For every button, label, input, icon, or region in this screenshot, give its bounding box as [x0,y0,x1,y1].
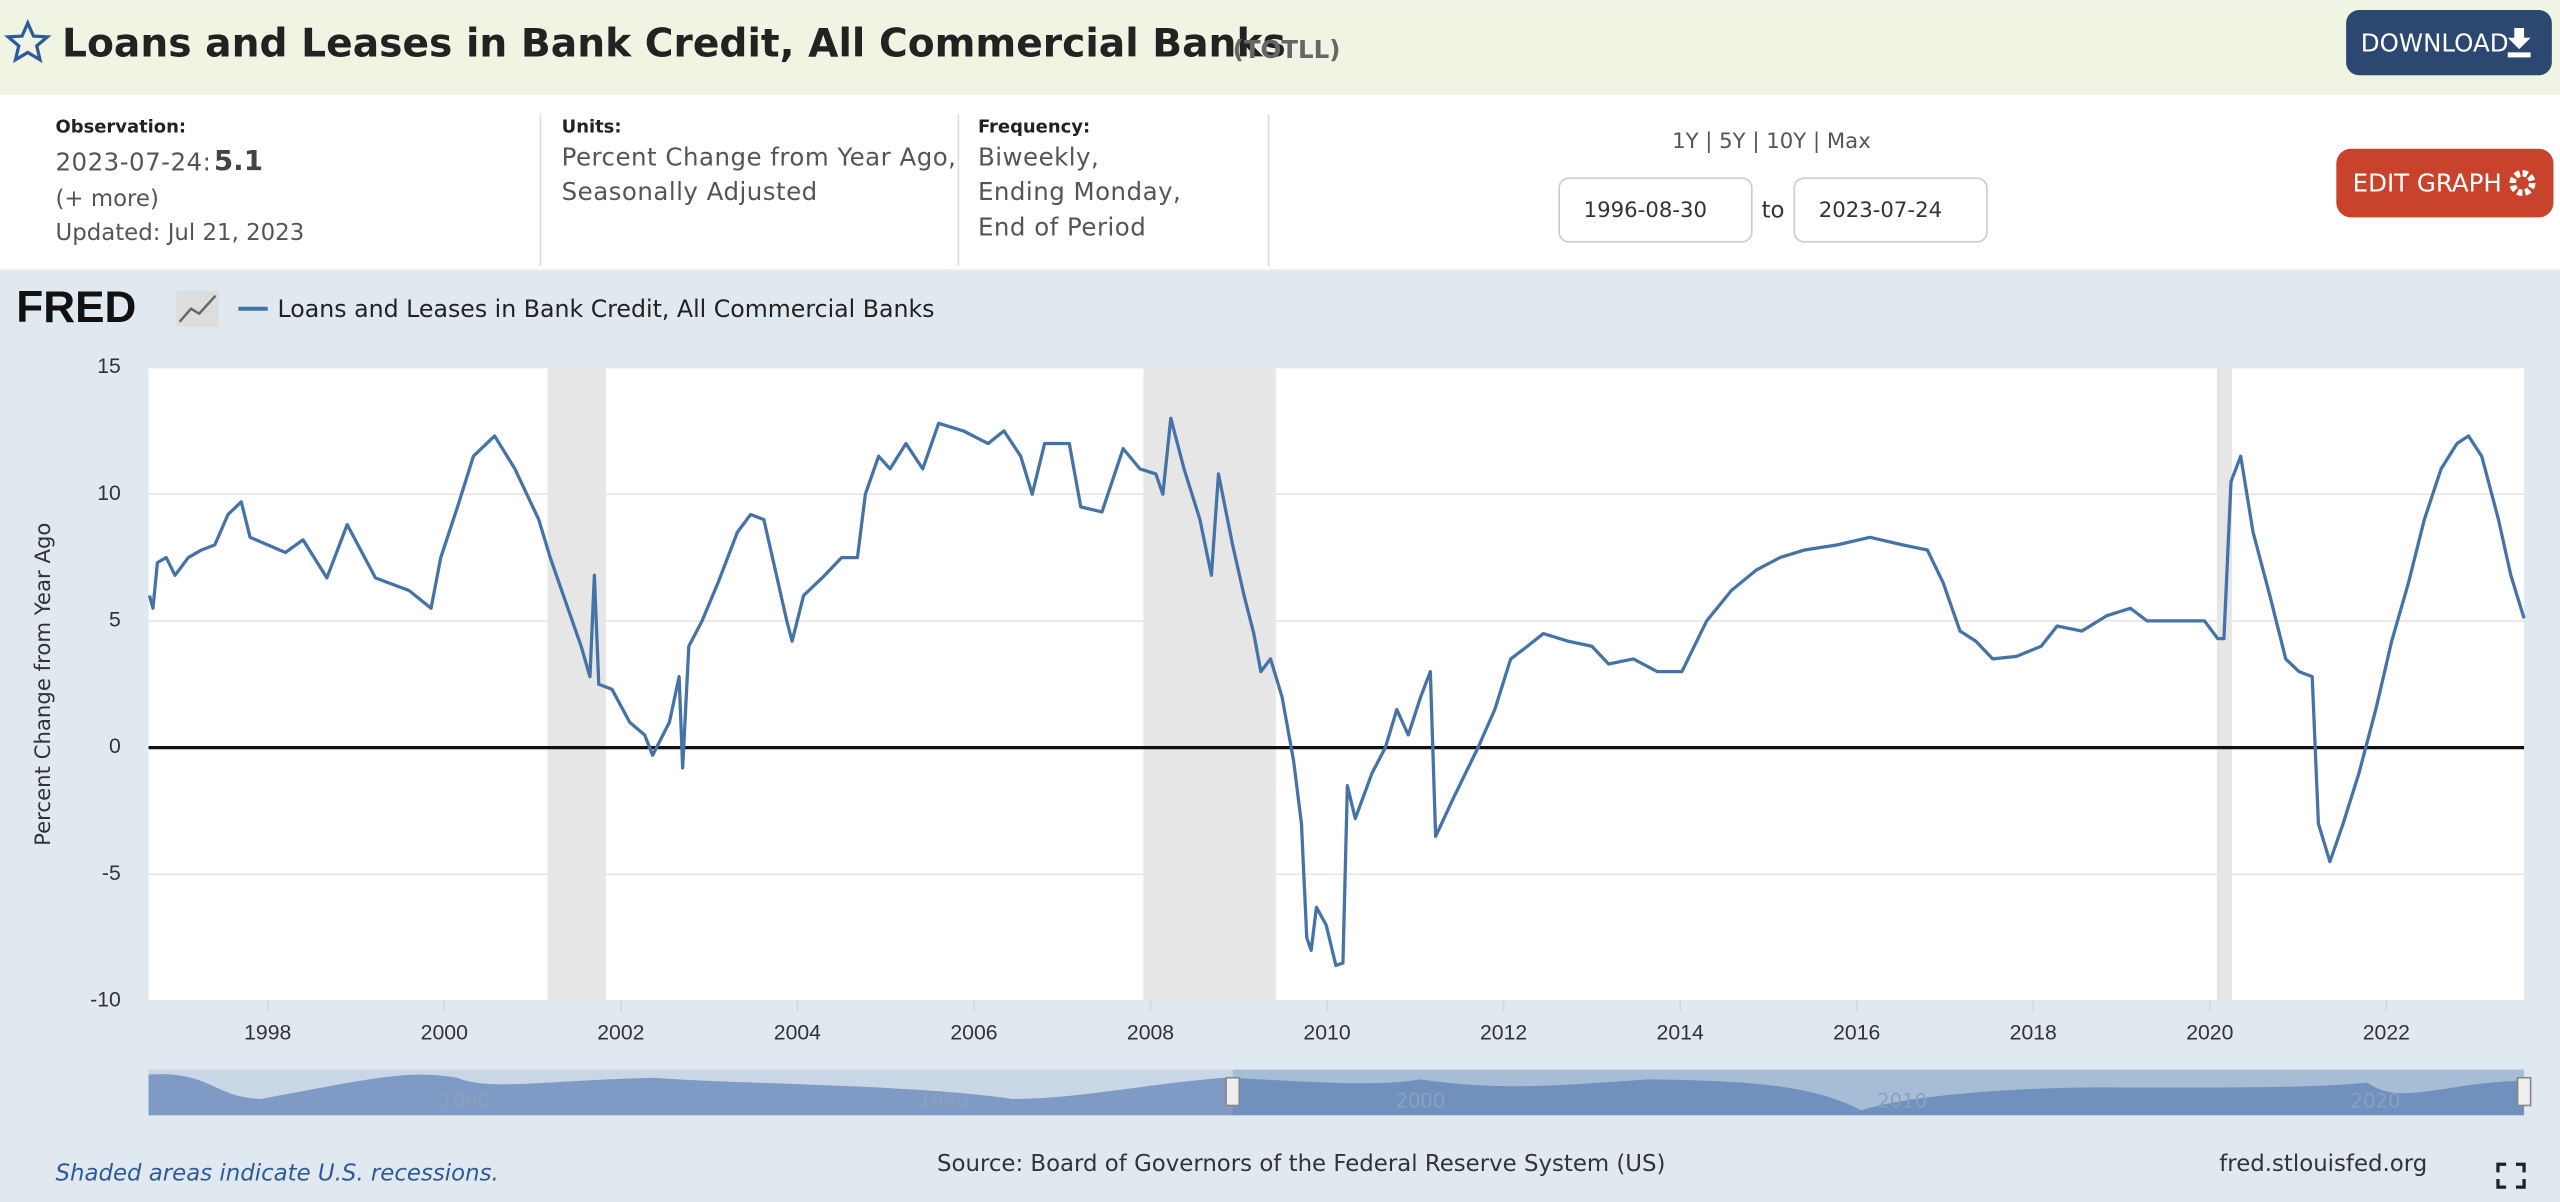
site: fred.stlouisfed.org [2219,1151,2427,1177]
series-id: (TOTLL) [1233,35,1341,64]
recession-band [2216,367,2232,1001]
range-to: to [1762,197,1785,223]
logo-graph [176,290,219,327]
edit-graph-bg [2336,148,2554,218]
recession-note: Shaded areas indicate U.S. recessions. [56,1161,499,1187]
navigator-label: 2000 [1395,1090,1445,1113]
end-date-input[interactable] [1793,177,1988,243]
x-tick-label: 2022 [2363,1021,2410,1044]
start-date-input[interactable] [1558,177,1753,243]
y-tick-label: 10 [97,482,121,505]
navigator-handle[interactable] [2516,1076,2532,1107]
navigator: 1980 1990 2000 2010 2020 [148,1069,2532,1116]
navigator-label: 1990 [919,1090,969,1113]
y-tick-label: -5 [102,862,121,885]
x-tick-label: 2000 [421,1021,468,1044]
info-bar [0,94,2560,270]
navigator-selection[interactable] [1232,1069,2525,1116]
x-tick-label: 2014 [1657,1021,1704,1044]
frequency-line: End of Period [978,213,1146,242]
frequency-line: Biweekly, [978,143,1099,172]
legend-label: Loans and Leases in Bank Credit, All Com… [278,295,935,323]
favorite-star[interactable] [3,18,52,64]
range-presets[interactable]: 1Y | 5Y | 10Y | Max [1672,129,1871,154]
x-tick-label: 2018 [2010,1021,2057,1044]
plot-area [148,367,2525,1001]
download-bg [2346,9,2552,76]
observation-label: Observation: [56,117,187,138]
download-label: DOWNLOAD [2361,28,2509,57]
x-tick-label: 2016 [1833,1021,1880,1044]
x-tick-label: 1998 [244,1021,291,1044]
header-bar [0,0,2560,95]
edit-graph-label: EDIT GRAPH [2353,169,2502,198]
download-button[interactable]: DOWNLOAD [2346,9,2552,76]
navigator-area [148,1074,2525,1116]
units-line: Seasonally Adjusted [562,177,818,206]
x-tick-label: 2020 [2186,1021,2233,1044]
y-tick-label: 15 [97,355,121,378]
navigator-handle[interactable] [1225,1076,1240,1107]
series-line [147,416,2526,968]
navigator-label: 2010 [1877,1090,1927,1113]
gear-icon [2509,169,2536,197]
x-tick-label: 2008 [1127,1021,1174,1044]
y-tick-label: 0 [109,735,121,758]
y-tick-label: 5 [109,609,121,632]
observation-date: 2023-07-24: [56,147,212,176]
frequency-label: Frequency: [978,117,1090,138]
source: Source: Board of Governors of the Federa… [937,1151,1665,1177]
frequency-line: Ending Monday, [978,177,1181,206]
start-date: 1996-08-30 [1584,198,1707,223]
x-tick-label: 2004 [774,1021,821,1044]
page-title: Loans and Leases in Bank Credit, All Com… [62,21,1286,66]
edit-graph-button[interactable]: EDIT GRAPH [2336,148,2554,218]
recession-band [1143,367,1276,1001]
units-line: Percent Change from Year Ago, [562,143,957,172]
units-label: Units: [562,117,622,138]
recession-band [547,367,606,1001]
x-tick-label: 2010 [1303,1021,1350,1044]
y-axis-label: Percent Change from Year Ago [31,523,56,846]
x-tick-label: 2012 [1480,1021,1527,1044]
end-date: 2023-07-24 [1819,198,1942,223]
observation-value: 5.1 [214,144,263,177]
logo-line [178,294,217,323]
more-link[interactable]: (+ more) [56,186,159,212]
fred-logo: FRED [16,283,136,332]
fullscreen-icon[interactable] [2496,1162,2526,1189]
x-tick-label: 2002 [597,1021,644,1044]
download-icon [2507,27,2531,58]
navigator-label: 2020 [2351,1090,2401,1113]
plot: -10 -5 0 5 10 15 1998 2000 2002 2004 2006 2008 2010 2… [90,355,2526,1044]
x-tick-label: 2006 [950,1021,997,1044]
y-tick-label: -10 [90,989,121,1012]
updated: Updated: Jul 21, 2023 [56,220,305,246]
navigator-label: 1980 [440,1090,490,1113]
